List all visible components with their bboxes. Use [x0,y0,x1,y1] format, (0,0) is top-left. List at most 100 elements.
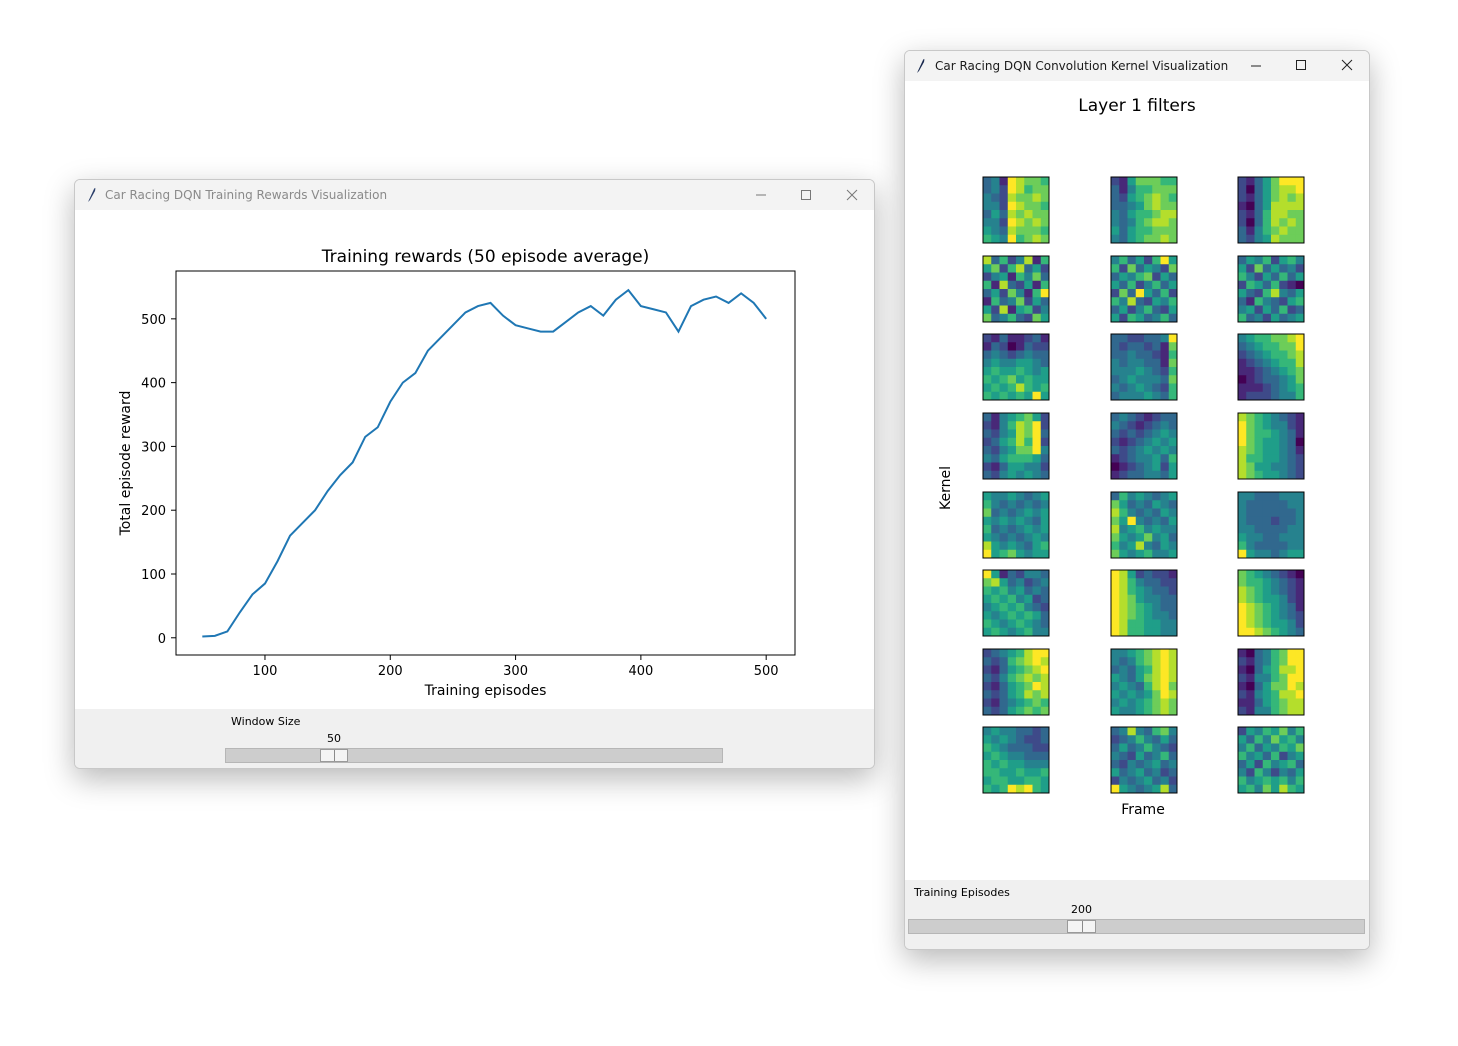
kernel-cell [991,177,1000,186]
close-button[interactable] [1341,59,1353,71]
kernel-cell [1271,706,1280,716]
kernel-cell [1016,289,1025,298]
kernel-cell [1287,226,1297,236]
kernel-cell [1295,383,1305,393]
kernel-cell [1127,673,1137,683]
slider-thumb[interactable] [1067,920,1096,933]
kernel-cell [1168,383,1178,393]
kernel-cell [1024,264,1033,273]
kernel-cell [1254,743,1264,753]
kernel-cell [1111,391,1120,401]
kernel-cell [1007,776,1017,786]
kernel-cell [1152,421,1161,430]
slider-trough[interactable] [908,919,1365,934]
kernel-cell [1246,578,1255,587]
kernel-cell [1032,297,1042,306]
kernel-cell [1254,690,1264,699]
y-tick-label: 100 [141,568,166,583]
kernel-cell [1246,210,1255,219]
kernel-cell [1119,413,1128,422]
kernel-cell [1271,226,1280,236]
kernel-cell [1168,743,1178,753]
kernel-cell [1262,342,1272,351]
kernel-cell [1111,549,1120,559]
kernel-cell [1119,516,1128,526]
kernel-cell [1144,525,1153,534]
kernel-cell [1024,391,1033,401]
kernel-cell [1238,350,1247,360]
kernel-cell [1160,541,1170,551]
kernel-cell [1160,549,1170,559]
kernel-cell [1262,727,1272,736]
slider-thumb[interactable] [320,749,348,762]
kernel-cell [991,611,1000,620]
kernel-cell [1111,177,1120,186]
kernel-cell [983,492,992,501]
kernel-cell [1135,234,1145,244]
kernel-cell [1144,727,1153,736]
kernel-cell [1135,673,1145,683]
kernel-cell [1295,342,1305,351]
kernel-cell [1135,760,1145,769]
kernel-cell [1160,297,1170,306]
kernel-cell [1246,760,1255,769]
slider-trough[interactable] [225,748,723,763]
kernel-cell [1135,264,1145,273]
kernel-cell [983,289,992,298]
kernel-cell [1254,375,1264,384]
kernel-cell [1238,690,1247,699]
slider-panel: Training Episodes 200 [905,880,1369,949]
kernel-cell [1111,768,1120,777]
kernel-cell [1238,226,1247,236]
kernel-cell [1295,201,1305,211]
kernel-cell [1271,437,1280,447]
kernel-cell [1032,611,1042,620]
kernel-cell [1152,500,1161,509]
kernel-cell [1032,665,1042,675]
kernel-cell [1144,682,1153,691]
kernel-cell [999,429,1009,439]
kernel-cell [1246,350,1255,360]
kernel-cell [1279,735,1288,744]
kernel-cell [1111,201,1120,211]
kernel-cell [983,768,992,777]
kernel-cell [1016,177,1025,186]
kernel-cell [1040,525,1050,534]
kernel-cell [999,383,1009,393]
kernel-cell [1144,185,1153,194]
line-series [202,288,767,638]
kernel-cell [991,342,1000,351]
kernel-cell [1271,611,1280,620]
kernel-cell [983,342,992,351]
kernel-cell [1040,627,1050,637]
kernel-cell [991,549,1000,559]
kernel-cell [1119,342,1128,351]
kernel-cell [999,776,1009,786]
maximize-button[interactable] [1296,60,1306,70]
kernel-cell [1254,305,1264,315]
kernel-cell [1295,570,1305,579]
kernel-cell [1111,234,1120,244]
kernel-cell [1160,611,1170,620]
kernel-cell [1007,462,1017,472]
kernel-cell [1168,649,1178,658]
kernel-cell [983,784,992,794]
kernel-cell [1016,462,1025,472]
kernel-cell [991,375,1000,384]
kernel-cell [1127,727,1137,736]
kernel-cell [1254,751,1264,761]
kernel-cell [1238,280,1247,290]
kernel-cell [1032,516,1042,526]
kernel-cell [1238,313,1247,323]
kernel-cell [999,760,1009,769]
maximize-button[interactable] [801,190,811,200]
kernel-cell [1040,768,1050,777]
kernel-cell [1254,727,1264,736]
kernel-cell [1262,358,1272,368]
close-button[interactable] [846,189,858,201]
kernel-cell [1287,586,1297,596]
kernel-cell [1032,454,1042,463]
kernel-cell [1295,594,1305,604]
kernel-cell [1287,649,1297,658]
kernel-cell [1135,375,1145,384]
